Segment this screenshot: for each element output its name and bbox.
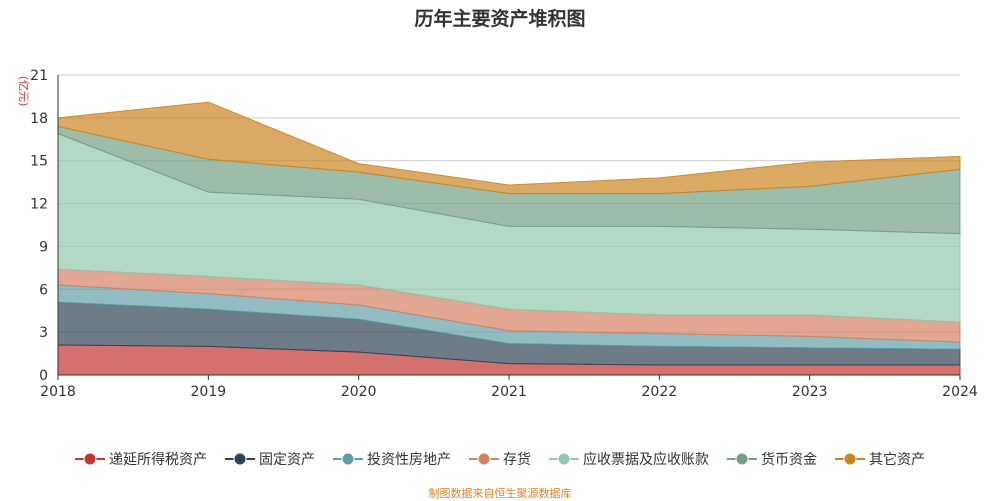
- y-tick-label: 0: [39, 368, 48, 384]
- legend: 递延所得税资产 固定资产 投资性房地产 存货 应收票据及应收账款 货币资金 其它资产: [75, 451, 925, 468]
- legend-marker: [557, 452, 571, 466]
- y-tick-label: 6: [39, 282, 48, 298]
- legend-label: 递延所得税资产: [109, 451, 207, 468]
- legend-item[interactable]: 货币资金: [727, 451, 817, 468]
- x-tick-label: 2019: [191, 384, 227, 400]
- legend-item[interactable]: 投资性房地产: [333, 452, 451, 468]
- legend-label: 其它资产: [869, 451, 925, 468]
- y-tick-label: 15: [30, 154, 48, 170]
- x-tick-label: 2020: [341, 384, 377, 400]
- legend-marker: [341, 452, 355, 466]
- legend-label: 应收票据及应收账款: [583, 451, 709, 468]
- x-tick-label: 2022: [642, 384, 678, 400]
- y-axis-unit-label: (亿元): [17, 76, 30, 107]
- y-tick-label: 12: [30, 197, 48, 213]
- legend-label: 投资性房地产: [367, 452, 451, 468]
- chart-title: 历年主要资产堆积图: [414, 8, 586, 30]
- x-tick-label: 2018: [40, 384, 76, 400]
- legend-label: 固定资产: [259, 452, 315, 468]
- legend-item[interactable]: 存货: [469, 451, 531, 468]
- axes: 0 3 6 9 12 15 18 21 2018 2019 2020 2021 2022 2023 2024…: [17, 68, 978, 400]
- legend-marker: [233, 452, 247, 466]
- legend-item[interactable]: 递延所得税资产: [75, 451, 207, 468]
- legend-marker: [735, 452, 749, 466]
- legend-item[interactable]: 其它资产: [835, 451, 925, 468]
- y-tick-label: 9: [39, 239, 48, 255]
- area-series-6: [57, 101, 961, 195]
- source-note: 制图数据来自恒生聚源数据库: [428, 487, 572, 500]
- area-layer: [57, 101, 961, 376]
- legend-marker: [477, 452, 491, 466]
- x-tick-label: 2024: [942, 384, 978, 400]
- legend-item[interactable]: 固定资产: [225, 452, 315, 468]
- x-tick-label: 2023: [792, 384, 828, 400]
- legend-label: 货币资金: [761, 451, 817, 468]
- legend-marker: [843, 452, 857, 466]
- legend-marker: [83, 452, 97, 466]
- legend-item[interactable]: 应收票据及应收账款: [549, 451, 709, 468]
- y-tick-label: 3: [39, 325, 48, 341]
- x-tick-label: 2021: [491, 384, 527, 400]
- legend-label: 存货: [503, 451, 531, 468]
- y-tick-label: 18: [30, 111, 48, 127]
- y-tick-label: 21: [30, 68, 48, 84]
